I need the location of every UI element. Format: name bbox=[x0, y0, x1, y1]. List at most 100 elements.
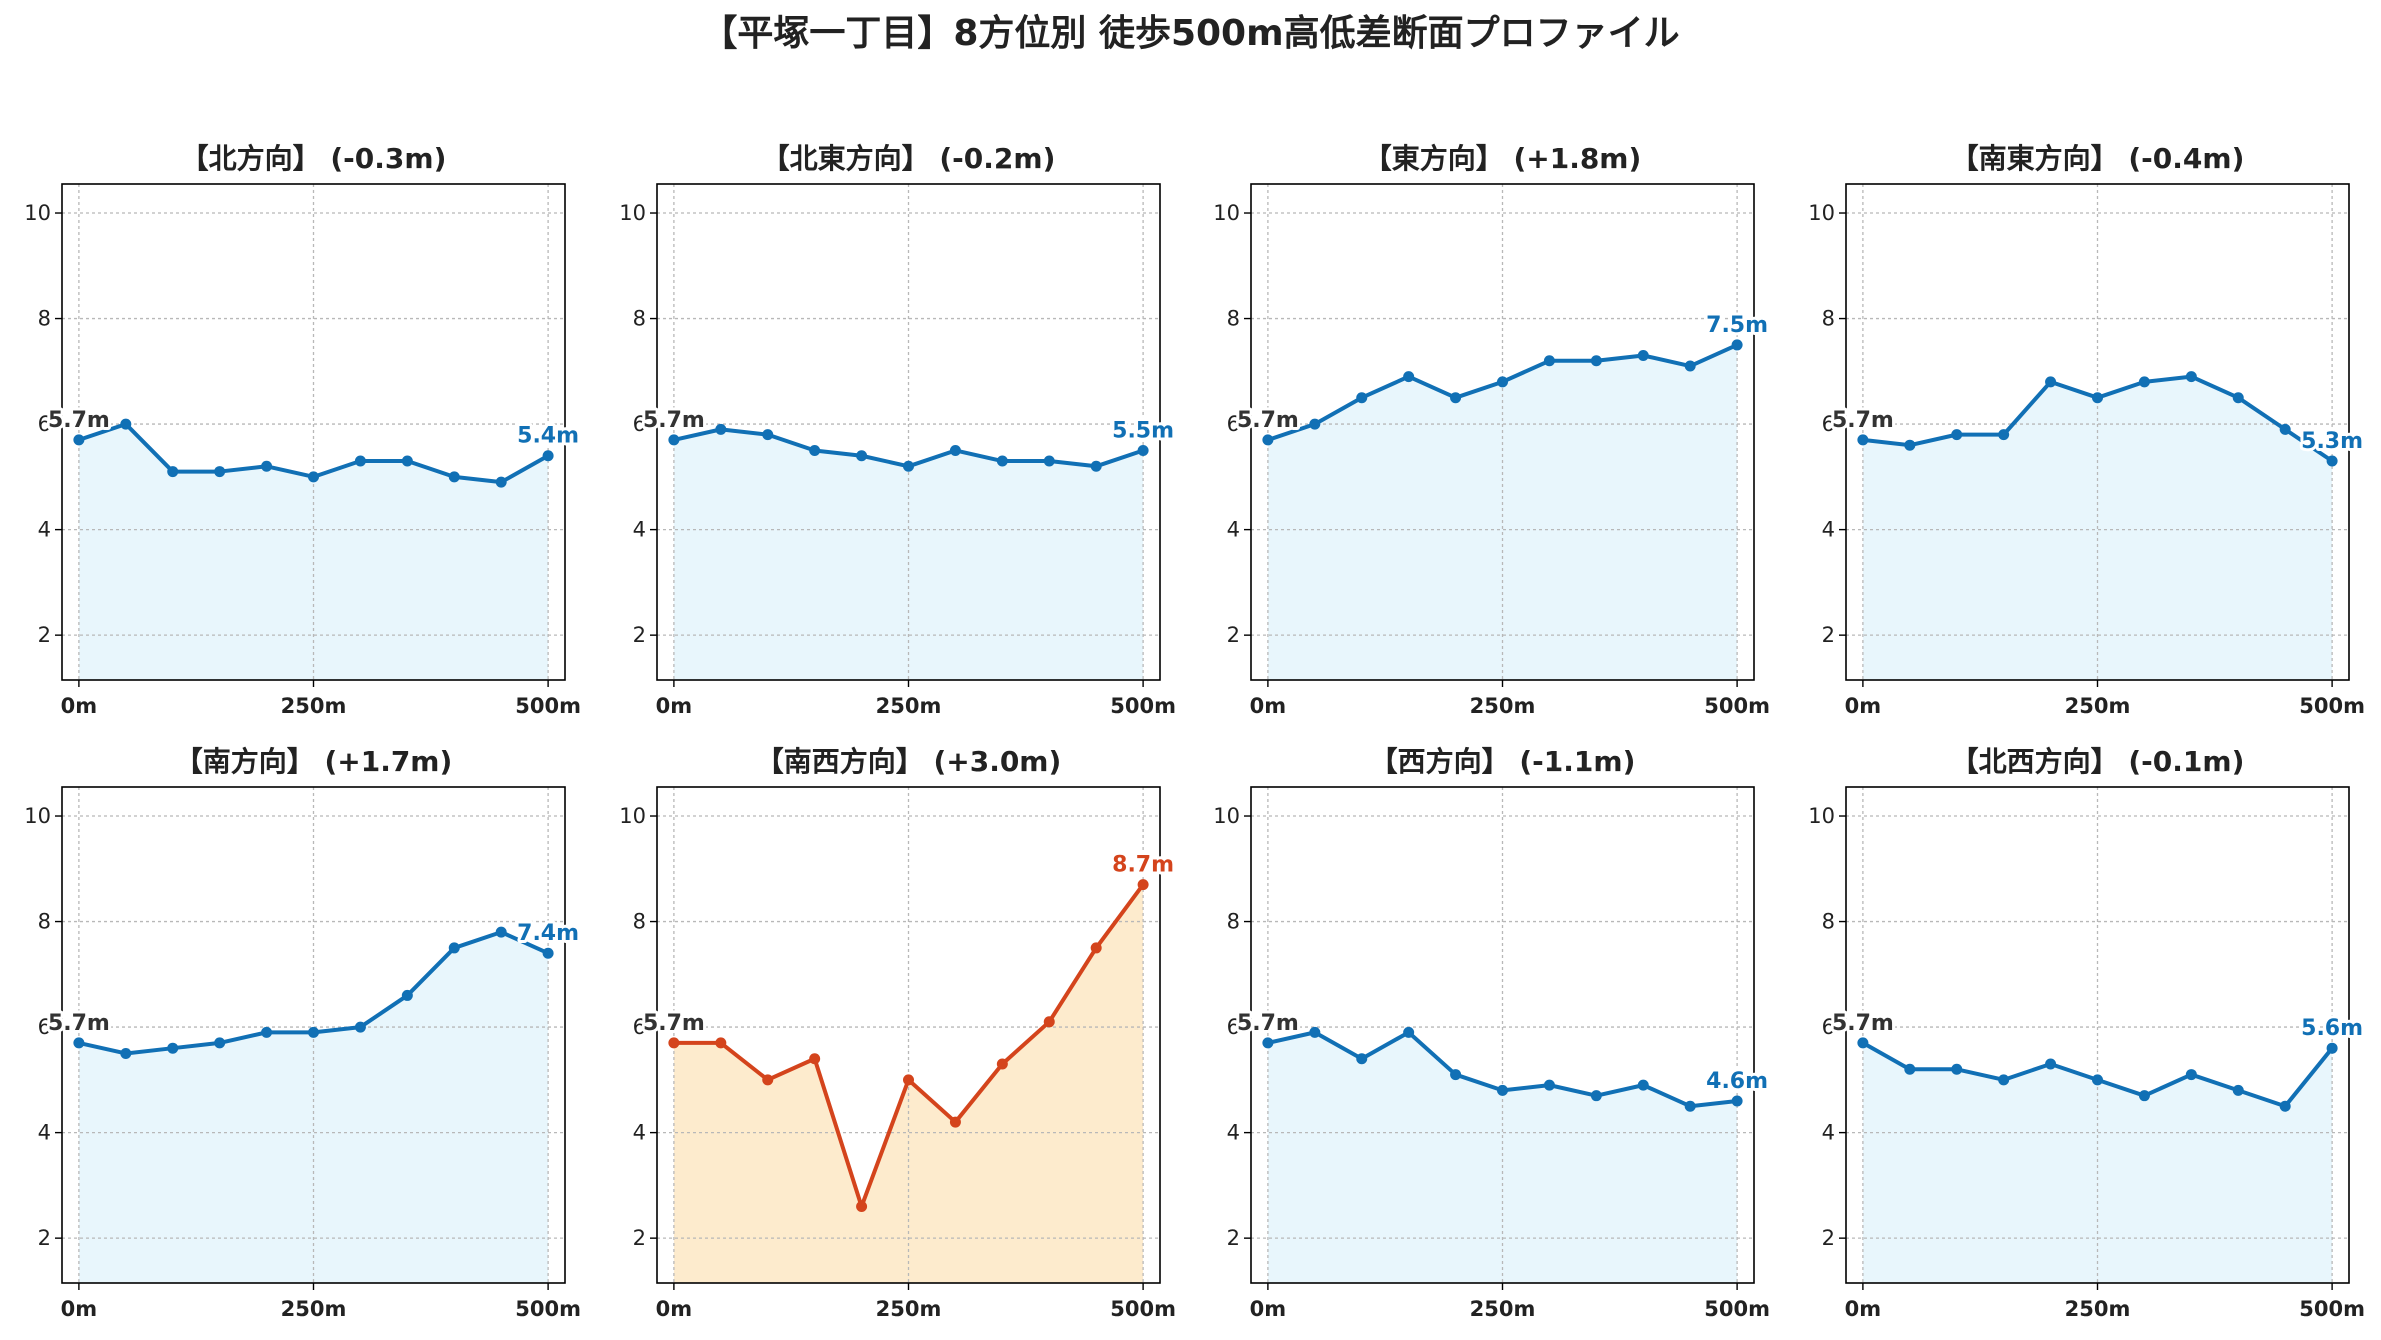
data-point bbox=[996, 1058, 1008, 1070]
data-point bbox=[2279, 423, 2291, 435]
y-tick-label: 6 bbox=[1227, 412, 1240, 436]
panel-title: 【北西方向】 (-0.1m) bbox=[1951, 745, 2245, 778]
data-point bbox=[214, 1037, 226, 1049]
data-point bbox=[996, 455, 1008, 467]
data-point bbox=[762, 1074, 774, 1086]
end-value-label: 5.3m bbox=[2301, 429, 2363, 454]
end-value-label: 5.4m bbox=[517, 424, 579, 449]
panel-1: 【北東方向】 (-0.2m) 2 4 6 8 10 0m 250m 500m 5.7m 5.5m bbox=[619, 142, 1177, 718]
panel-0: 【北方向】 (-0.3m) 2 4 6 8 10 0m 250m 500m 5.7m 5.4m bbox=[24, 142, 582, 718]
panel-7: 【北西方向】 (-0.1m) 2 4 6 8 10 0m 250m 500m 5.7m 5.6m bbox=[1808, 745, 2366, 1321]
data-point bbox=[1090, 460, 1102, 472]
x-tick-label: 500m bbox=[1704, 694, 1770, 718]
data-point bbox=[1356, 1053, 1368, 1065]
y-tick-label: 10 bbox=[619, 804, 646, 828]
data-point bbox=[1637, 1079, 1649, 1091]
data-point bbox=[762, 429, 774, 441]
data-point bbox=[2326, 455, 2338, 467]
x-tick-label: 500m bbox=[515, 694, 581, 718]
y-tick-label: 8 bbox=[633, 910, 646, 934]
data-point bbox=[542, 947, 554, 959]
data-point bbox=[1951, 1063, 1963, 1075]
start-value-label: 5.7m bbox=[1237, 1011, 1299, 1036]
data-point bbox=[1590, 355, 1602, 367]
data-point bbox=[1137, 444, 1149, 456]
data-point bbox=[120, 418, 132, 430]
data-point bbox=[903, 1074, 914, 1086]
y-tick-label: 2 bbox=[633, 1226, 646, 1250]
x-tick-label: 500m bbox=[1704, 1297, 1770, 1321]
data-point bbox=[1684, 360, 1696, 372]
data-point bbox=[1043, 1016, 1055, 1028]
data-point bbox=[1590, 1090, 1602, 1102]
data-point bbox=[1637, 349, 1649, 361]
data-point bbox=[903, 460, 914, 472]
panel-title: 【東方向】 (+1.8m) bbox=[1364, 142, 1642, 175]
data-point bbox=[448, 942, 460, 954]
y-tick-label: 8 bbox=[1227, 910, 1240, 934]
data-point bbox=[1262, 434, 1274, 446]
data-point bbox=[2232, 392, 2244, 404]
data-point bbox=[401, 989, 413, 1001]
y-tick-label: 2 bbox=[1227, 1226, 1240, 1250]
y-tick-label: 2 bbox=[1822, 1226, 1835, 1250]
data-point bbox=[495, 476, 507, 488]
panel-6: 【西方向】 (-1.1m) 2 4 6 8 10 0m 250m 500m 5.7m 4.6m bbox=[1213, 745, 1771, 1321]
end-value-label: 4.6m bbox=[1706, 1069, 1768, 1094]
area-fill bbox=[1862, 1042, 2333, 1283]
x-tick-label: 500m bbox=[1110, 1297, 1176, 1321]
area-fill bbox=[1267, 344, 1738, 680]
y-tick-label: 10 bbox=[1808, 804, 1835, 828]
data-point bbox=[1857, 434, 1869, 446]
data-point bbox=[1043, 455, 1055, 467]
start-value-label: 5.7m bbox=[48, 408, 110, 433]
y-tick-label: 6 bbox=[1822, 412, 1835, 436]
panel-title: 【南東方向】 (-0.4m) bbox=[1951, 142, 2245, 175]
data-point bbox=[1951, 429, 1963, 441]
y-tick-label: 2 bbox=[1227, 623, 1240, 647]
data-point bbox=[401, 455, 413, 467]
data-point bbox=[354, 1021, 366, 1033]
y-tick-label: 8 bbox=[633, 307, 646, 331]
panel-title: 【南方向】 (+1.7m) bbox=[175, 745, 453, 778]
y-tick-label: 4 bbox=[633, 1121, 646, 1145]
x-tick-label: 250m bbox=[876, 694, 942, 718]
y-tick-label: 10 bbox=[1213, 201, 1240, 225]
y-tick-label: 4 bbox=[38, 518, 51, 542]
x-tick-label: 250m bbox=[2065, 694, 2131, 718]
data-point bbox=[1403, 371, 1415, 383]
data-point bbox=[1998, 1074, 2010, 1086]
area-fill bbox=[1267, 1032, 1738, 1283]
x-tick-label: 0m bbox=[61, 1297, 98, 1321]
data-point bbox=[1450, 1069, 1462, 1081]
data-point bbox=[1543, 355, 1555, 367]
data-point bbox=[167, 466, 179, 478]
y-tick-label: 8 bbox=[38, 910, 51, 934]
y-tick-label: 2 bbox=[633, 623, 646, 647]
data-point bbox=[73, 1037, 85, 1049]
data-point bbox=[1403, 1026, 1415, 1038]
data-point bbox=[809, 444, 821, 456]
data-point bbox=[2138, 376, 2150, 388]
data-point bbox=[1731, 1095, 1743, 1107]
data-point bbox=[1497, 376, 1508, 388]
y-tick-label: 8 bbox=[1822, 307, 1835, 331]
data-point bbox=[308, 471, 319, 483]
data-point bbox=[542, 450, 554, 462]
y-tick-label: 8 bbox=[1227, 307, 1240, 331]
data-point bbox=[949, 1116, 961, 1128]
y-tick-label: 4 bbox=[1227, 518, 1240, 542]
x-tick-label: 250m bbox=[1470, 694, 1536, 718]
y-tick-label: 6 bbox=[633, 1015, 646, 1039]
data-point bbox=[2092, 392, 2103, 404]
x-tick-label: 250m bbox=[876, 1297, 942, 1321]
data-point bbox=[261, 460, 273, 472]
data-point bbox=[668, 1037, 680, 1049]
data-point bbox=[2185, 371, 2197, 383]
data-point bbox=[856, 450, 868, 462]
data-point bbox=[1731, 339, 1743, 351]
panel-4: 【南方向】 (+1.7m) 2 4 6 8 10 0m 250m 500m 5.7m 7.4m bbox=[24, 745, 582, 1321]
data-point bbox=[2185, 1069, 2197, 1081]
data-point bbox=[1904, 1063, 1916, 1075]
